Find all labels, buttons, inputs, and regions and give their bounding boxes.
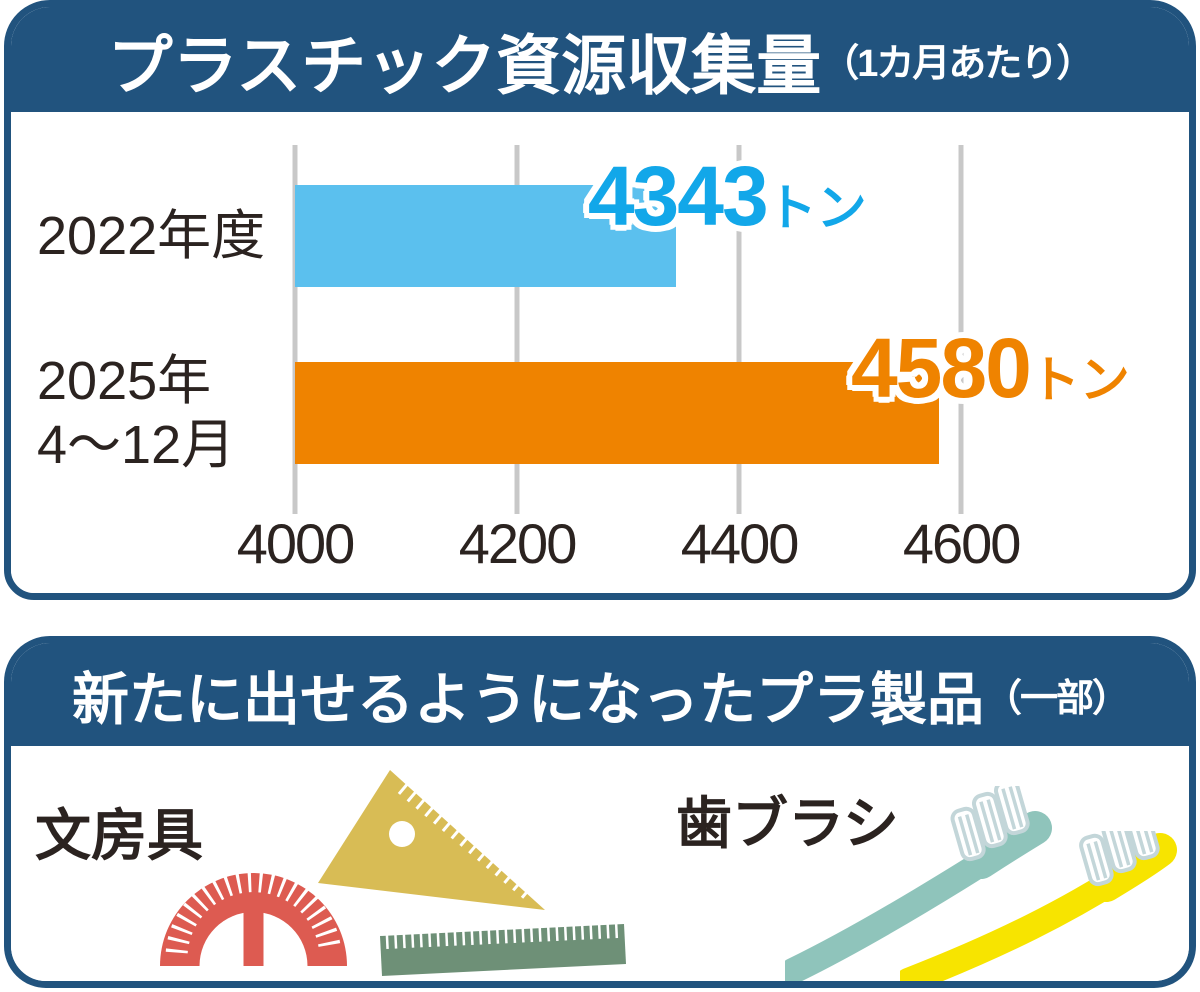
products-title: 新たに出せるようになったプラ製品 (71, 667, 984, 732)
toothbrush-label: 歯ブラシ (676, 792, 899, 855)
value-label-2022: 4343トン (587, 149, 867, 243)
gridline (736, 145, 742, 514)
ruler-icon (380, 924, 626, 976)
axis-tick-label: 4000 (236, 512, 356, 575)
chart-title-note: （1カ月あたり） (821, 43, 1094, 85)
row-label-2025: 2025年 4〜12月 (37, 351, 236, 475)
value-label-2025: 4580トン (850, 321, 1130, 415)
stationery-label: 文房具 (35, 804, 203, 867)
protractor-icon (160, 873, 347, 966)
bristle-tuft (1101, 831, 1137, 874)
chart-title: プラスチック資源収集量 (107, 28, 822, 102)
bar-chart: 2022年度 2025年 4〜12月 4343トン 4580トン 4 (11, 112, 1189, 593)
new-products-panel: 新たに出せるようになったプラ製品 （一部） 文房具 歯ブラシ (4, 636, 1196, 988)
toothbrush-yellow-icon (900, 831, 1177, 981)
products-body: 文房具 歯ブラシ (11, 746, 1189, 981)
products-title-note: （一部） (983, 678, 1130, 720)
axis-tick-label: 4400 (680, 512, 800, 575)
collection-volume-panel: プラスチック資源収集量 （1カ月あたり） 2022年度 2025年 4〜12月 4… (4, 0, 1196, 600)
toothbrush-teal-icon (785, 786, 1052, 981)
bristle-tuft (1079, 833, 1114, 887)
gridline (514, 145, 520, 514)
bristle-tuft (1124, 831, 1160, 861)
axis-tick-label: 4200 (458, 512, 578, 575)
bar-2025 (295, 362, 939, 464)
row-label-2022: 2022年度 (37, 206, 266, 266)
products-header: 新たに出せるようになったプラ製品 （一部） (11, 643, 1189, 746)
triangle-ruler-icon (318, 770, 545, 910)
bristle-tuft (993, 786, 1030, 836)
bristle-tuft (950, 806, 986, 862)
axis-tick-label: 4600 (902, 512, 1022, 575)
bar-2022 (295, 185, 676, 287)
bristle-tuft (971, 791, 1008, 849)
plot-area: 4343トン 4580トン 4000 4200 4400 4600 (237, 112, 1161, 593)
gridline (292, 145, 298, 514)
gridline (958, 145, 964, 514)
chart-header: プラスチック資源収集量 （1カ月あたり） (11, 7, 1189, 112)
